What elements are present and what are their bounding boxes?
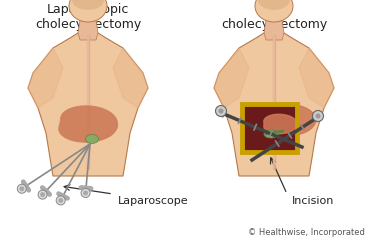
Circle shape xyxy=(81,188,90,198)
Ellipse shape xyxy=(85,134,99,144)
Text: Incision: Incision xyxy=(292,196,335,206)
Circle shape xyxy=(40,192,45,197)
Circle shape xyxy=(219,108,223,114)
Polygon shape xyxy=(299,48,334,108)
Polygon shape xyxy=(214,33,334,176)
Ellipse shape xyxy=(255,0,293,22)
Text: Open
cholecystectomy: Open cholecystectomy xyxy=(221,3,327,31)
Circle shape xyxy=(216,106,226,116)
Circle shape xyxy=(19,186,24,191)
Polygon shape xyxy=(59,106,117,142)
Text: Laparoscope: Laparoscope xyxy=(118,196,189,206)
Polygon shape xyxy=(78,10,98,40)
Ellipse shape xyxy=(72,0,104,10)
Circle shape xyxy=(312,110,323,121)
FancyBboxPatch shape xyxy=(242,104,297,152)
Polygon shape xyxy=(214,48,249,108)
Text: Laparoscopic
cholecystectomy: Laparoscopic cholecystectomy xyxy=(35,3,141,31)
Polygon shape xyxy=(263,104,316,136)
Polygon shape xyxy=(28,33,148,176)
Ellipse shape xyxy=(264,130,278,138)
Circle shape xyxy=(56,196,65,205)
Circle shape xyxy=(315,114,321,119)
Ellipse shape xyxy=(258,0,290,10)
Ellipse shape xyxy=(69,0,107,22)
Circle shape xyxy=(83,191,88,195)
Circle shape xyxy=(17,184,26,193)
Polygon shape xyxy=(113,48,148,108)
Circle shape xyxy=(38,190,47,199)
Polygon shape xyxy=(28,48,63,108)
Text: © Healthwise, Incorporated: © Healthwise, Incorporated xyxy=(248,228,365,237)
Polygon shape xyxy=(264,114,297,134)
Circle shape xyxy=(58,198,63,203)
Polygon shape xyxy=(264,10,284,40)
